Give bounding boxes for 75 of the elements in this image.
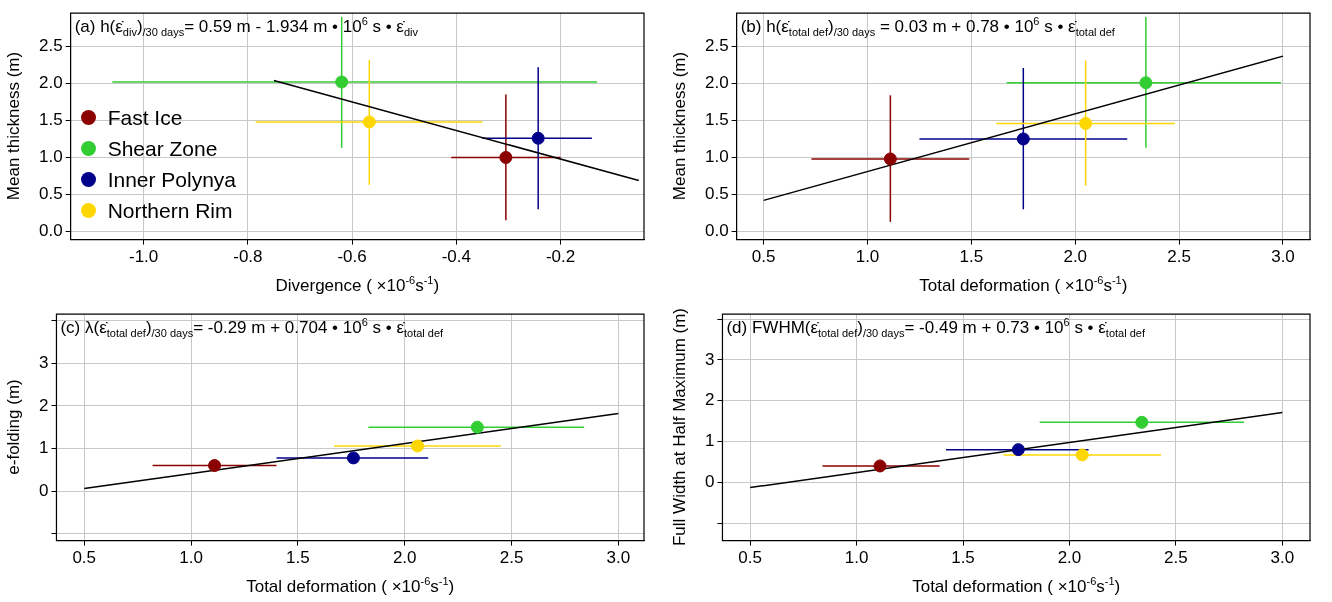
y-tick-label: 2.5 (38, 36, 63, 56)
y-axis-title: Mean thickness (m) (670, 52, 690, 201)
chart-title: (c) λ(ε̇$_{total def}$)$_{/30 days}$= -0.29 m + 0.704 • 10$^{6}$ s • ε̇$_{total def}$ (60, 316, 444, 340)
y-tick-label: 2.0 (704, 73, 729, 93)
x-tick-label: -0.4 (441, 247, 471, 267)
y-tick-label: 2 (704, 390, 715, 410)
x-tick-label: 1.5 (959, 247, 984, 267)
x-tick-label: 2.0 (1057, 548, 1082, 568)
x-tick-label: 2.5 (1164, 548, 1188, 568)
point (335, 75, 349, 89)
y-axis-title: Mean thickness (m) (4, 52, 24, 201)
point (873, 459, 887, 473)
y-tick-label: 0 (704, 471, 715, 491)
x-axis-title: Total deformation ( ×10$^{-6}$s$^{-1}$) (919, 274, 1128, 296)
y-tick-label: 1 (38, 438, 49, 458)
x-tick-label: 3.0 (1271, 247, 1295, 267)
point (1016, 132, 1030, 146)
x-tick-label: 3.0 (1270, 548, 1295, 568)
y-tick-label: 1.0 (38, 147, 63, 167)
y-axis-title: Full Width at Half Maximum (m) (670, 308, 690, 547)
x-axis-title: Total deformation ( ×10$^{-6}$s$^{-1}$) (912, 575, 1121, 597)
legend-label: Northern Rim (107, 198, 233, 225)
point (411, 439, 425, 453)
x-axis-title: Divergence ( ×10$^{-6}$s$^{-1}$) (275, 274, 440, 296)
x-tick-label: 3.0 (606, 548, 631, 568)
y-tick-label: 3 (704, 349, 715, 369)
point (1011, 443, 1025, 457)
y-tick-label: 1.5 (704, 110, 729, 130)
point (208, 459, 222, 473)
chart-title: (a) h(ε̇$_{div}$)$_{/30 days}$= 0.59 m - 1.934 m • 10$^{6}$ s • ε̇$_{div}$ (74, 15, 419, 39)
x-tick-label: 0.5 (738, 548, 762, 568)
y-tick-label: 0.5 (38, 184, 63, 204)
legend-label: Shear Zone (107, 136, 218, 163)
x-tick-label: 2.5 (1167, 247, 1191, 267)
y-axis-title: e-folding (m) (4, 379, 24, 476)
x-tick-label: 0.5 (72, 548, 97, 568)
y-tick-label: 0 (38, 480, 49, 500)
point (346, 451, 360, 465)
y-tick-label: 1.0 (704, 147, 729, 167)
point (1139, 76, 1153, 90)
x-tick-label: -0.2 (545, 247, 576, 267)
x-tick-label: 2.0 (1063, 247, 1088, 267)
x-tick-label: 2.0 (392, 548, 417, 568)
point (1079, 116, 1093, 130)
x-tick-label: 1.5 (286, 548, 310, 568)
y-tick-label: 1 (704, 431, 715, 451)
point (1135, 415, 1149, 429)
point (470, 420, 484, 434)
x-tick-label: -0.8 (233, 247, 263, 267)
point (499, 150, 513, 164)
y-tick-label: 1.5 (38, 110, 63, 130)
point (1075, 448, 1089, 462)
x-axis-title: Total deformation ( ×10$^{-6}$s$^{-1}$) (246, 575, 455, 597)
x-tick-label: 1.0 (844, 548, 869, 568)
point (531, 131, 545, 145)
y-tick-label: 2 (38, 395, 49, 415)
point (883, 152, 897, 166)
x-tick-label: -0.6 (337, 247, 367, 267)
x-tick-label: 1.0 (855, 247, 880, 267)
x-tick-label: 2.5 (499, 548, 524, 568)
y-tick-label: 0.5 (704, 184, 729, 204)
legend-label: Fast Ice (107, 105, 183, 132)
x-tick-label: 1.0 (179, 548, 203, 568)
x-tick-label: 0.5 (751, 247, 776, 267)
y-tick-label: 2.0 (38, 73, 63, 93)
x-tick-label: 1.5 (951, 548, 975, 568)
y-tick-label: 2.5 (704, 36, 729, 56)
point (362, 115, 376, 129)
x-tick-label: -1.0 (128, 247, 159, 267)
chart-title: (d) FWHM(ε̇$_{total def}$)$_{/30 days}$= -0.49 m + 0.73 • 10$^{6}$ s • ε̇$_{total def}$ (726, 316, 1145, 340)
y-tick-label: 0.0 (38, 221, 63, 241)
legend-label: Inner Polynya (107, 167, 237, 194)
y-tick-label: 0.0 (704, 221, 729, 241)
y-tick-label: 3 (38, 352, 49, 372)
chart-title: (b) h(ε̇$_{total def}$)$_{/30 days}$ = 0.03 m + 0.78 • 10$^{6}$ s • ε̇$_{total def}$ (740, 15, 1115, 39)
